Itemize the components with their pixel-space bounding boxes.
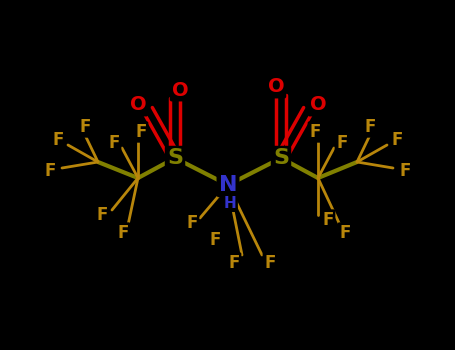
Text: F: F xyxy=(264,254,276,272)
Text: F: F xyxy=(322,211,334,229)
Text: F: F xyxy=(108,134,120,152)
Text: F: F xyxy=(364,118,376,136)
Text: F: F xyxy=(209,231,221,249)
Text: H: H xyxy=(223,196,237,210)
Text: F: F xyxy=(399,162,411,180)
Text: F: F xyxy=(117,224,129,242)
Text: F: F xyxy=(96,206,108,224)
Text: S: S xyxy=(273,148,289,168)
Text: F: F xyxy=(135,123,147,141)
Text: F: F xyxy=(52,131,64,149)
Text: O: O xyxy=(172,80,188,99)
Text: F: F xyxy=(186,214,197,232)
Text: S: S xyxy=(167,148,183,168)
Text: F: F xyxy=(336,134,348,152)
Text: F: F xyxy=(79,118,91,136)
Text: N: N xyxy=(219,175,237,195)
Text: F: F xyxy=(228,254,240,272)
Text: F: F xyxy=(44,162,56,180)
Text: F: F xyxy=(309,123,321,141)
Text: O: O xyxy=(130,96,147,114)
Text: O: O xyxy=(268,77,284,97)
Text: F: F xyxy=(339,224,351,242)
Text: F: F xyxy=(391,131,403,149)
Text: O: O xyxy=(310,96,326,114)
